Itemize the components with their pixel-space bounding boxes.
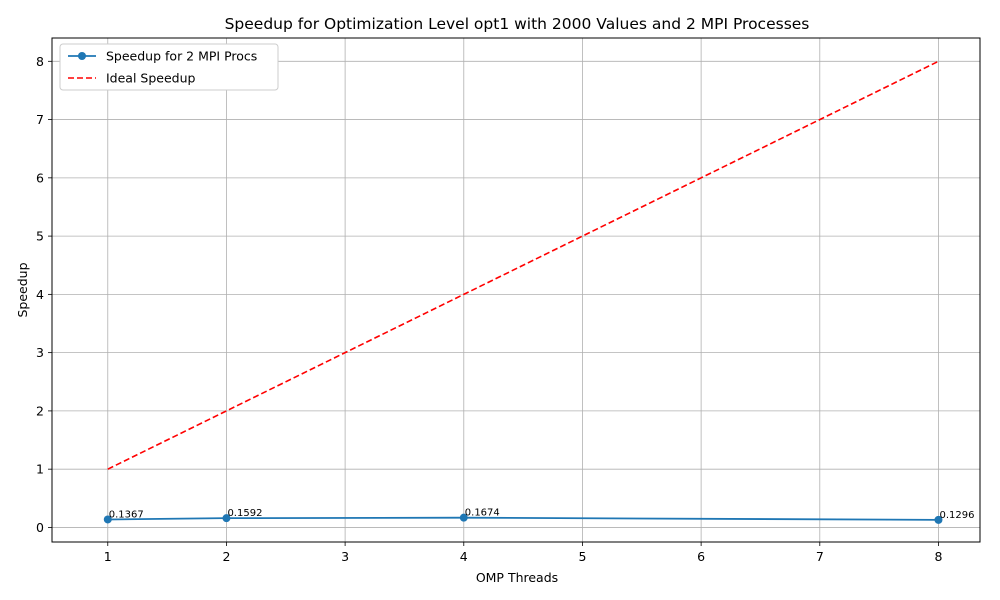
y-tick-label: 0 — [36, 520, 44, 535]
series-line-0 — [107, 516, 939, 521]
y-tick-label: 7 — [36, 112, 44, 127]
y-tick-label: 2 — [36, 403, 44, 418]
y-tick-label: 3 — [36, 345, 44, 360]
data-label: 0.1674 — [465, 508, 500, 519]
x-tick-label: 2 — [222, 549, 230, 564]
y-axis-label: Speedup — [15, 262, 30, 317]
series-line-1 — [107, 60, 939, 470]
x-tick-label: 3 — [341, 549, 349, 564]
legend-label-speedup: Speedup for 2 MPI Procs — [106, 49, 257, 64]
chart-title: Speedup for Optimization Level opt1 with… — [225, 15, 810, 33]
y-tick-label: 5 — [36, 229, 44, 244]
data-labels: 0.1367 0.1592 0.1674 0.1296 — [109, 508, 975, 521]
series-point — [934, 515, 943, 524]
y-tick-label: 4 — [36, 287, 44, 302]
legend: Speedup for 2 MPI Procs Ideal Speedup — [59, 43, 279, 91]
y-tick-label: 1 — [36, 462, 44, 477]
y-tick-label: 6 — [36, 170, 44, 185]
x-tick-label: 7 — [816, 549, 824, 564]
x-tick-label: 1 — [104, 549, 112, 564]
data-label: 0.1592 — [227, 508, 262, 519]
x-tick-label: 6 — [697, 549, 705, 564]
legend-entry-ideal: Ideal Speedup — [68, 71, 196, 86]
axis-ticks: 1 2 3 4 5 6 7 8 0 1 2 3 4 5 6 7 8 — [36, 54, 942, 564]
plot-frame — [51, 37, 981, 543]
series-layer — [103, 60, 943, 524]
x-tick-label: 5 — [578, 549, 586, 564]
x-tick-label: 4 — [460, 549, 468, 564]
series-point — [222, 514, 231, 523]
y-tick-label: 8 — [36, 54, 44, 69]
legend-marker-speedup — [78, 52, 86, 60]
x-tick-label: 8 — [934, 549, 942, 564]
x-axis-label: OMP Threads — [476, 570, 558, 585]
grid — [52, 38, 980, 542]
legend-box — [59, 43, 279, 91]
data-label: 0.1367 — [109, 509, 144, 520]
legend-entry-speedup: Speedup for 2 MPI Procs — [68, 49, 257, 64]
legend-label-ideal: Ideal Speedup — [106, 71, 196, 86]
data-label: 0.1296 — [939, 510, 974, 521]
series-point — [103, 515, 112, 524]
series-point — [459, 513, 468, 522]
